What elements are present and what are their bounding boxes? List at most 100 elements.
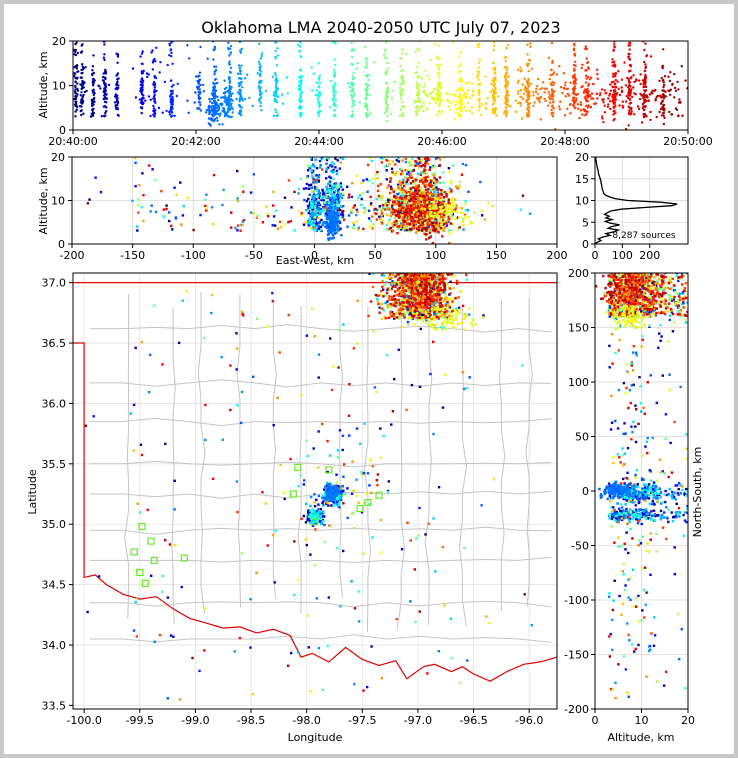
- lma-source: [420, 158, 424, 161]
- lma-source: [415, 100, 418, 103]
- lma-source: [399, 224, 403, 227]
- lma-source: [274, 49, 277, 52]
- lma-source: [153, 110, 156, 114]
- lma-source: [478, 88, 481, 92]
- lma-source: [459, 115, 462, 118]
- lma-source: [529, 42, 532, 45]
- lma-source: [335, 228, 338, 231]
- lma-source: [398, 180, 401, 183]
- lma-source: [399, 97, 403, 101]
- lma-source: [426, 201, 429, 204]
- lma-source: [642, 105, 645, 108]
- lma-source: [332, 217, 336, 220]
- lma-source: [441, 192, 445, 195]
- lma-source: [222, 188, 225, 192]
- lma-source: [588, 94, 591, 97]
- lma-source: [383, 53, 386, 56]
- lma-source: [385, 159, 388, 162]
- lma-source: [422, 109, 425, 113]
- lma-source: [422, 224, 425, 227]
- lma-source: [198, 88, 201, 91]
- lma-source: [492, 83, 496, 87]
- lma-source: [441, 201, 444, 204]
- lma-source: [360, 511, 364, 514]
- lma-source: [408, 196, 412, 199]
- lma-source: [415, 206, 418, 210]
- lma-source: [451, 222, 454, 226]
- lma-source: [227, 76, 231, 79]
- lma-source: [85, 89, 88, 93]
- lma-source: [313, 210, 316, 213]
- lma-source: [231, 107, 234, 111]
- lma-source: [505, 47, 508, 50]
- lma-source: [330, 165, 334, 168]
- histogram-alt-tick-label: 20: [575, 151, 589, 164]
- lma-source: [429, 58, 432, 62]
- histogram-alt-tick-label: 10: [575, 195, 589, 208]
- lma-source: [674, 89, 678, 93]
- lma-source: [318, 203, 322, 207]
- lma-source: [385, 57, 389, 60]
- lma-source: [525, 86, 528, 90]
- lma-source: [351, 55, 354, 59]
- lma-source: [480, 113, 483, 117]
- lma-source: [228, 81, 231, 85]
- lma-source: [536, 77, 540, 81]
- lma-source: [308, 193, 312, 196]
- lma-source: [436, 157, 440, 159]
- lma-source: [92, 93, 96, 97]
- lma-source: [404, 225, 408, 228]
- lma-source: [407, 203, 410, 206]
- lma-source: [440, 189, 443, 192]
- lma-source: [337, 188, 340, 191]
- lma-source: [425, 176, 428, 179]
- lma-source: [590, 92, 594, 95]
- lma-source: [317, 376, 320, 379]
- lma-source: [308, 519, 312, 523]
- east-west-tick-label: 150: [486, 249, 507, 262]
- lma-source: [330, 201, 333, 204]
- lma-source: [309, 167, 312, 170]
- lma-source: [333, 224, 336, 227]
- lma-source: [644, 63, 647, 66]
- lma-source: [334, 41, 337, 44]
- lma-source: [452, 100, 455, 103]
- lma-source: [401, 48, 404, 51]
- lma-source: [417, 157, 420, 159]
- lma-source: [330, 187, 333, 191]
- lma-source: [436, 229, 440, 232]
- lma-source: [547, 90, 550, 94]
- lma-source: [351, 102, 355, 105]
- lma-source: [453, 198, 457, 201]
- lma-source: [398, 196, 402, 199]
- lma-source: [659, 108, 663, 111]
- lma-source: [266, 213, 270, 216]
- lma-source: [386, 186, 389, 189]
- lma-source: [298, 99, 301, 102]
- lma-source: [418, 385, 422, 388]
- lma-source: [603, 89, 606, 92]
- lma-source: [458, 216, 461, 219]
- lma-source: [204, 204, 207, 208]
- lma-source: [514, 99, 517, 102]
- lma-source: [376, 177, 379, 180]
- lma-source: [467, 190, 470, 193]
- lma-source: [229, 115, 232, 119]
- lma-source: [224, 101, 228, 104]
- altitude-axis-tick-label: 20: [52, 35, 66, 48]
- county-boundary: [89, 526, 552, 535]
- lma-source: [418, 224, 421, 228]
- lma-source: [136, 229, 139, 232]
- lma-source: [418, 100, 421, 103]
- lma-source: [438, 210, 441, 214]
- lma-source: [334, 63, 337, 67]
- lma-source: [442, 216, 445, 220]
- lma-source: [412, 198, 415, 201]
- lma-source: [587, 82, 591, 86]
- lma-source: [300, 214, 303, 217]
- lma-source: [450, 197, 454, 200]
- lma-source: [505, 113, 508, 117]
- lma-source: [428, 178, 431, 181]
- lma-source: [424, 218, 428, 222]
- lma-source: [429, 217, 432, 220]
